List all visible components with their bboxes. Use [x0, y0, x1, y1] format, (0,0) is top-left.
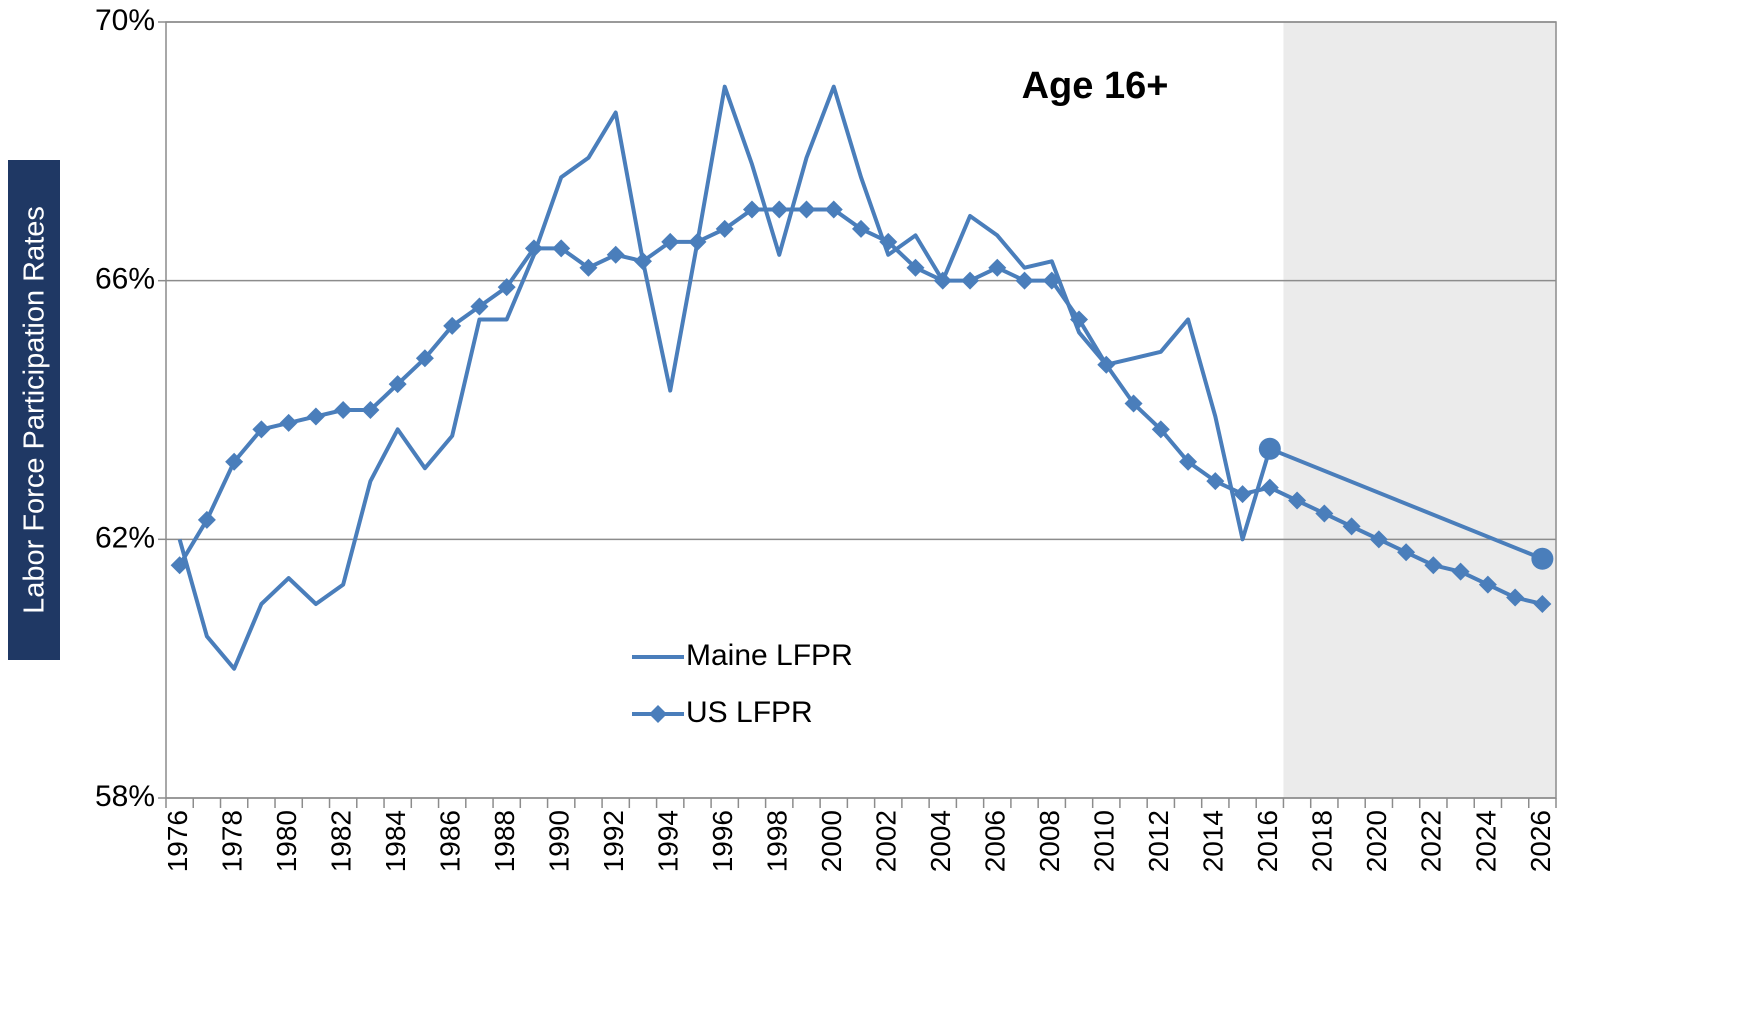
- point-marker: [1288, 491, 1307, 510]
- point-marker: [388, 375, 407, 394]
- point-marker: [1478, 575, 1497, 594]
- point-marker: [1097, 355, 1116, 374]
- y-tick-label: 62%: [95, 521, 155, 554]
- plot-frame: [165, 21, 1557, 799]
- x-tick-label: 2022: [1416, 810, 1447, 872]
- point-marker: [1342, 517, 1361, 536]
- x-tick-label: 2008: [1034, 810, 1065, 872]
- point-marker: [770, 200, 789, 219]
- point-marker: [1151, 420, 1170, 439]
- x-tick-label: 1990: [544, 810, 575, 872]
- x-tick-label: 2010: [1089, 810, 1120, 872]
- x-tick-label: 2024: [1470, 810, 1501, 872]
- point-marker: [1533, 595, 1552, 613]
- point-marker: [797, 200, 816, 219]
- point-marker: [1206, 472, 1225, 491]
- x-tick-label: 2012: [1143, 810, 1174, 872]
- point-marker: [824, 200, 843, 219]
- x-tick-label: 2026: [1525, 810, 1556, 872]
- point-marker: [1424, 556, 1443, 575]
- point-marker: [1397, 543, 1416, 562]
- point-marker: [1369, 530, 1388, 549]
- point-marker: [1315, 504, 1334, 523]
- point-marker: [1233, 485, 1252, 504]
- x-tick-label: 2004: [925, 810, 956, 872]
- x-tick-label: 2006: [980, 810, 1011, 872]
- point-marker: [961, 271, 980, 290]
- point-marker: [715, 219, 734, 238]
- x-tick-label: 2014: [1198, 810, 1229, 872]
- point-marker: [170, 556, 189, 575]
- x-tick-label: 1976: [162, 810, 193, 872]
- y-axis-label: Labor Force Participation Rates: [19, 206, 51, 614]
- x-tick-label: 1980: [271, 810, 302, 872]
- point-marker: [1451, 562, 1470, 581]
- point-marker: [661, 232, 680, 251]
- point-marker: [606, 245, 625, 264]
- point-marker: [1179, 452, 1198, 471]
- legend-marker: [649, 705, 667, 723]
- x-tick-label: 1986: [435, 810, 466, 872]
- point-marker: [415, 349, 434, 368]
- y-tick-label: 70%: [95, 4, 155, 37]
- point-marker: [470, 297, 489, 316]
- point-marker: [1042, 271, 1061, 290]
- point-marker: [443, 316, 462, 335]
- point-marker: [579, 258, 598, 277]
- point-marker: [334, 401, 353, 419]
- point-marker: [1015, 271, 1034, 290]
- point-marker: [1124, 394, 1143, 413]
- point-marker: [988, 258, 1007, 277]
- x-tick-label: 1988: [489, 810, 520, 872]
- forecast-shade: [1283, 22, 1556, 798]
- point-marker: [1258, 437, 1281, 460]
- y-tick-label: 58%: [95, 780, 155, 813]
- x-tick-label: 1984: [380, 810, 411, 872]
- point-marker: [252, 420, 271, 439]
- legend-label: US LFPR: [686, 696, 813, 729]
- y-label-box: [8, 160, 60, 660]
- x-tick-label: 1996: [707, 810, 738, 872]
- point-marker: [742, 200, 761, 219]
- point-marker: [197, 510, 216, 529]
- point-marker: [1531, 547, 1554, 570]
- point-marker: [279, 413, 298, 432]
- point-marker: [497, 278, 516, 297]
- point-marker: [633, 252, 652, 271]
- x-tick-label: 2002: [871, 810, 902, 872]
- legend-label: Maine LFPR: [686, 639, 853, 672]
- point-marker: [1260, 478, 1279, 497]
- point-marker: [852, 219, 870, 238]
- point-marker: [1070, 310, 1089, 329]
- point-marker: [933, 271, 952, 290]
- point-marker: [552, 239, 571, 258]
- point-marker: [1506, 588, 1525, 607]
- x-tick-label: 2000: [816, 810, 847, 872]
- point-marker: [306, 407, 325, 426]
- x-tick-label: 2020: [1361, 810, 1392, 872]
- x-tick-label: 1994: [653, 810, 684, 872]
- x-tick-label: 1978: [217, 810, 248, 872]
- x-tick-label: 1982: [326, 810, 357, 872]
- point-marker: [361, 401, 380, 419]
- point-marker: [225, 452, 244, 471]
- chart-title: Age 16+: [1022, 65, 1169, 107]
- x-tick-label: 2016: [1252, 810, 1283, 872]
- y-tick-label: 66%: [95, 263, 155, 296]
- x-tick-label: 1992: [598, 810, 629, 872]
- point-marker: [906, 258, 925, 277]
- x-tick-label: 1998: [762, 810, 793, 872]
- point-marker: [879, 232, 898, 251]
- point-marker: [688, 232, 707, 251]
- x-tick-label: 2018: [1307, 810, 1338, 872]
- point-marker: [524, 239, 543, 258]
